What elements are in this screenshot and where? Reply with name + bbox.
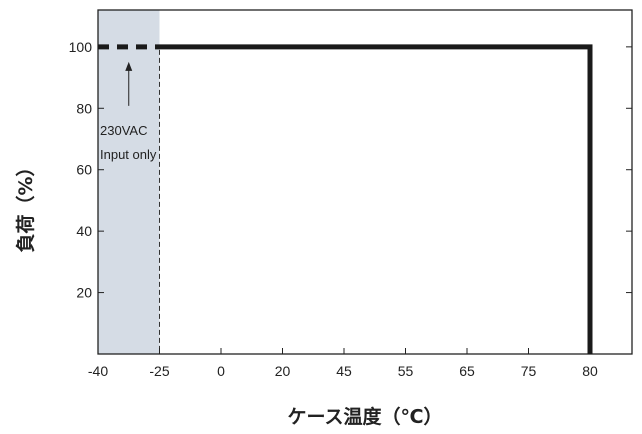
y-tick-label: 80 [76, 100, 92, 116]
y-tick-label: 20 [76, 285, 92, 301]
series-layer [98, 44, 593, 354]
x-tick-label: 80 [582, 363, 598, 379]
annotation: 230VAC Input only [100, 61, 157, 162]
y-axis-ticks: 20 40 60 80 100 [69, 39, 632, 301]
x-tick-label: 45 [336, 363, 352, 379]
series-line-solid [159, 44, 593, 354]
x-tick-label: 0 [217, 363, 225, 379]
x-tick-label: -40 [88, 363, 108, 379]
y-tick-label: 40 [76, 223, 92, 239]
annotation-line1: 230VAC [100, 123, 147, 138]
y-tick-label: 100 [69, 39, 93, 55]
x-tick-label: 55 [398, 363, 414, 379]
y-axis-label: 負荷（%） [14, 157, 37, 252]
x-tick-label: 20 [275, 363, 291, 379]
annotation-line2: Input only [100, 147, 157, 162]
plot-frame [97, 9, 633, 355]
x-tick-label: -25 [149, 363, 169, 379]
y-tick-label: 60 [76, 162, 92, 178]
annotation-arrow-head [125, 61, 133, 71]
x-axis-ticks: -40 -25 0 20 45 55 65 75 80 [88, 348, 598, 379]
x-tick-label: 65 [459, 363, 475, 379]
shaded-region [98, 10, 160, 354]
x-tick-label: 75 [521, 363, 537, 379]
x-axis-label: ケース温度（℃） [287, 405, 442, 428]
